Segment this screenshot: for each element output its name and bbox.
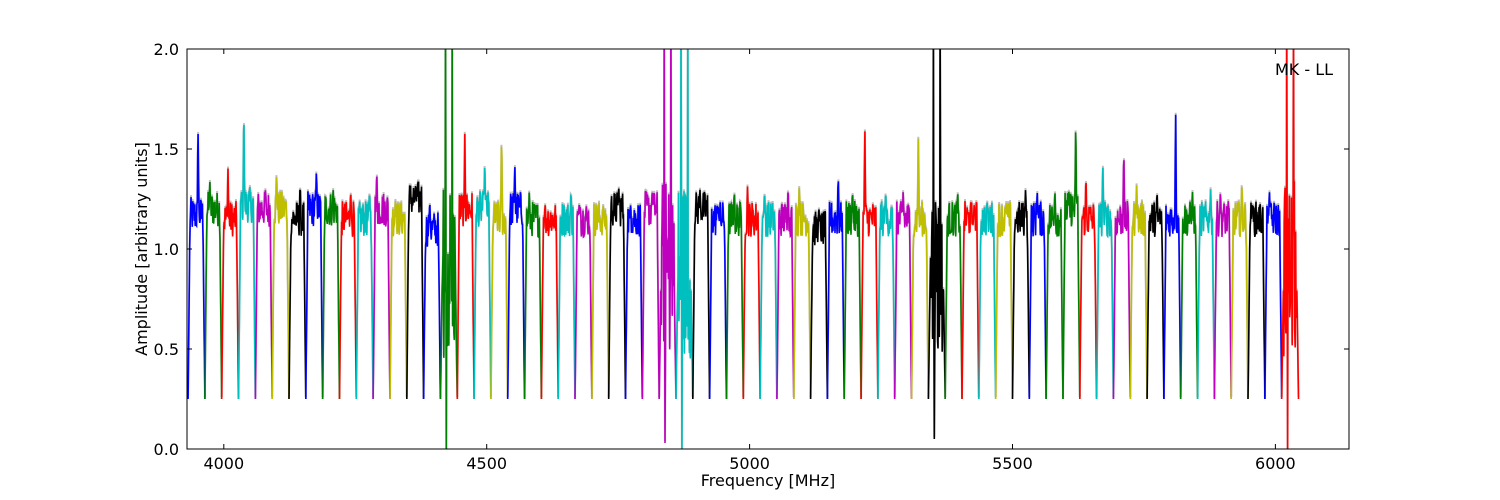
series-line — [288, 189, 307, 400]
series-line — [843, 195, 862, 400]
series-line — [1213, 194, 1232, 400]
series-line — [439, 49, 459, 449]
series-line — [422, 204, 442, 400]
series-line — [1230, 187, 1249, 400]
plot-background — [187, 49, 1349, 449]
series-line — [187, 133, 206, 400]
series-line — [574, 205, 593, 400]
x-tick-label: 5000 — [729, 454, 770, 473]
chart-annotation: MK - LL — [1275, 60, 1333, 79]
series-line — [389, 200, 408, 400]
series-line — [1129, 185, 1148, 400]
series-line — [338, 194, 358, 400]
series-line — [305, 173, 324, 400]
series-line — [860, 131, 879, 400]
series-line — [877, 195, 896, 400]
series-line — [641, 190, 660, 400]
series-line — [1264, 192, 1283, 400]
y-tick-label: 0.5 — [154, 340, 179, 359]
series-line — [809, 209, 829, 400]
y-axis-label: Amplitude [arbitrary units] — [132, 142, 151, 356]
series-line — [607, 188, 627, 400]
series-line — [523, 192, 543, 400]
series-line — [557, 193, 576, 400]
series-line — [1095, 167, 1115, 400]
series-line — [321, 190, 341, 400]
series-line — [658, 49, 677, 444]
x-tick-label: 6000 — [1255, 454, 1296, 473]
x-tick-label: 5500 — [992, 454, 1033, 473]
series-line — [994, 202, 1014, 400]
y-tick-label: 0.0 — [154, 440, 179, 459]
series-line — [893, 192, 913, 400]
series-line — [1196, 189, 1216, 400]
series-line — [271, 177, 290, 400]
y-tick-label: 1.0 — [154, 240, 179, 259]
series-line — [204, 181, 223, 400]
series-line — [1146, 194, 1165, 400]
series-line — [355, 195, 374, 400]
series-line — [1079, 182, 1098, 400]
series-line — [1045, 193, 1064, 400]
series-line — [1062, 132, 1081, 400]
x-tick-label: 4000 — [203, 454, 244, 473]
series-line — [708, 202, 728, 400]
series-line — [1247, 201, 1266, 400]
series-line — [540, 205, 559, 400]
series-line — [742, 186, 761, 400]
y-axis-ticks: 0.0 0.5 1.0 1.5 2.0 — [154, 40, 1349, 459]
series-line — [927, 49, 946, 440]
series-line — [591, 202, 610, 400]
series-line — [473, 167, 492, 400]
series-line — [1280, 49, 1300, 449]
series-line — [506, 167, 526, 400]
y-tick-label: 1.5 — [154, 140, 179, 159]
series-line — [675, 49, 694, 449]
series-line — [1011, 190, 1031, 400]
series-line — [978, 202, 997, 400]
y-tick-label: 2.0 — [154, 40, 179, 59]
series-line — [961, 201, 980, 400]
series-line — [759, 195, 778, 400]
series-line — [910, 138, 930, 400]
series-line — [692, 189, 711, 400]
series-line — [1112, 160, 1132, 400]
series-line — [725, 194, 745, 400]
x-axis-label: Frequency [MHz] — [701, 471, 835, 490]
series-line — [776, 192, 795, 400]
series-line — [372, 176, 391, 400]
series-line — [456, 133, 475, 400]
series-line — [624, 204, 644, 400]
series-layer — [187, 49, 1300, 449]
series-line — [1028, 192, 1047, 400]
x-tick-label: 4500 — [466, 454, 507, 473]
series-line — [490, 146, 509, 400]
series-line — [1163, 114, 1182, 400]
x-axis-ticks: 4000 4500 5000 5500 6000 — [203, 49, 1296, 473]
series-line — [944, 194, 963, 400]
series-line — [1179, 191, 1199, 400]
series-line — [254, 190, 273, 400]
series-line — [406, 181, 425, 400]
series-line — [793, 188, 812, 400]
series-line — [826, 181, 845, 400]
series-line — [237, 125, 257, 400]
series-line — [220, 168, 240, 400]
